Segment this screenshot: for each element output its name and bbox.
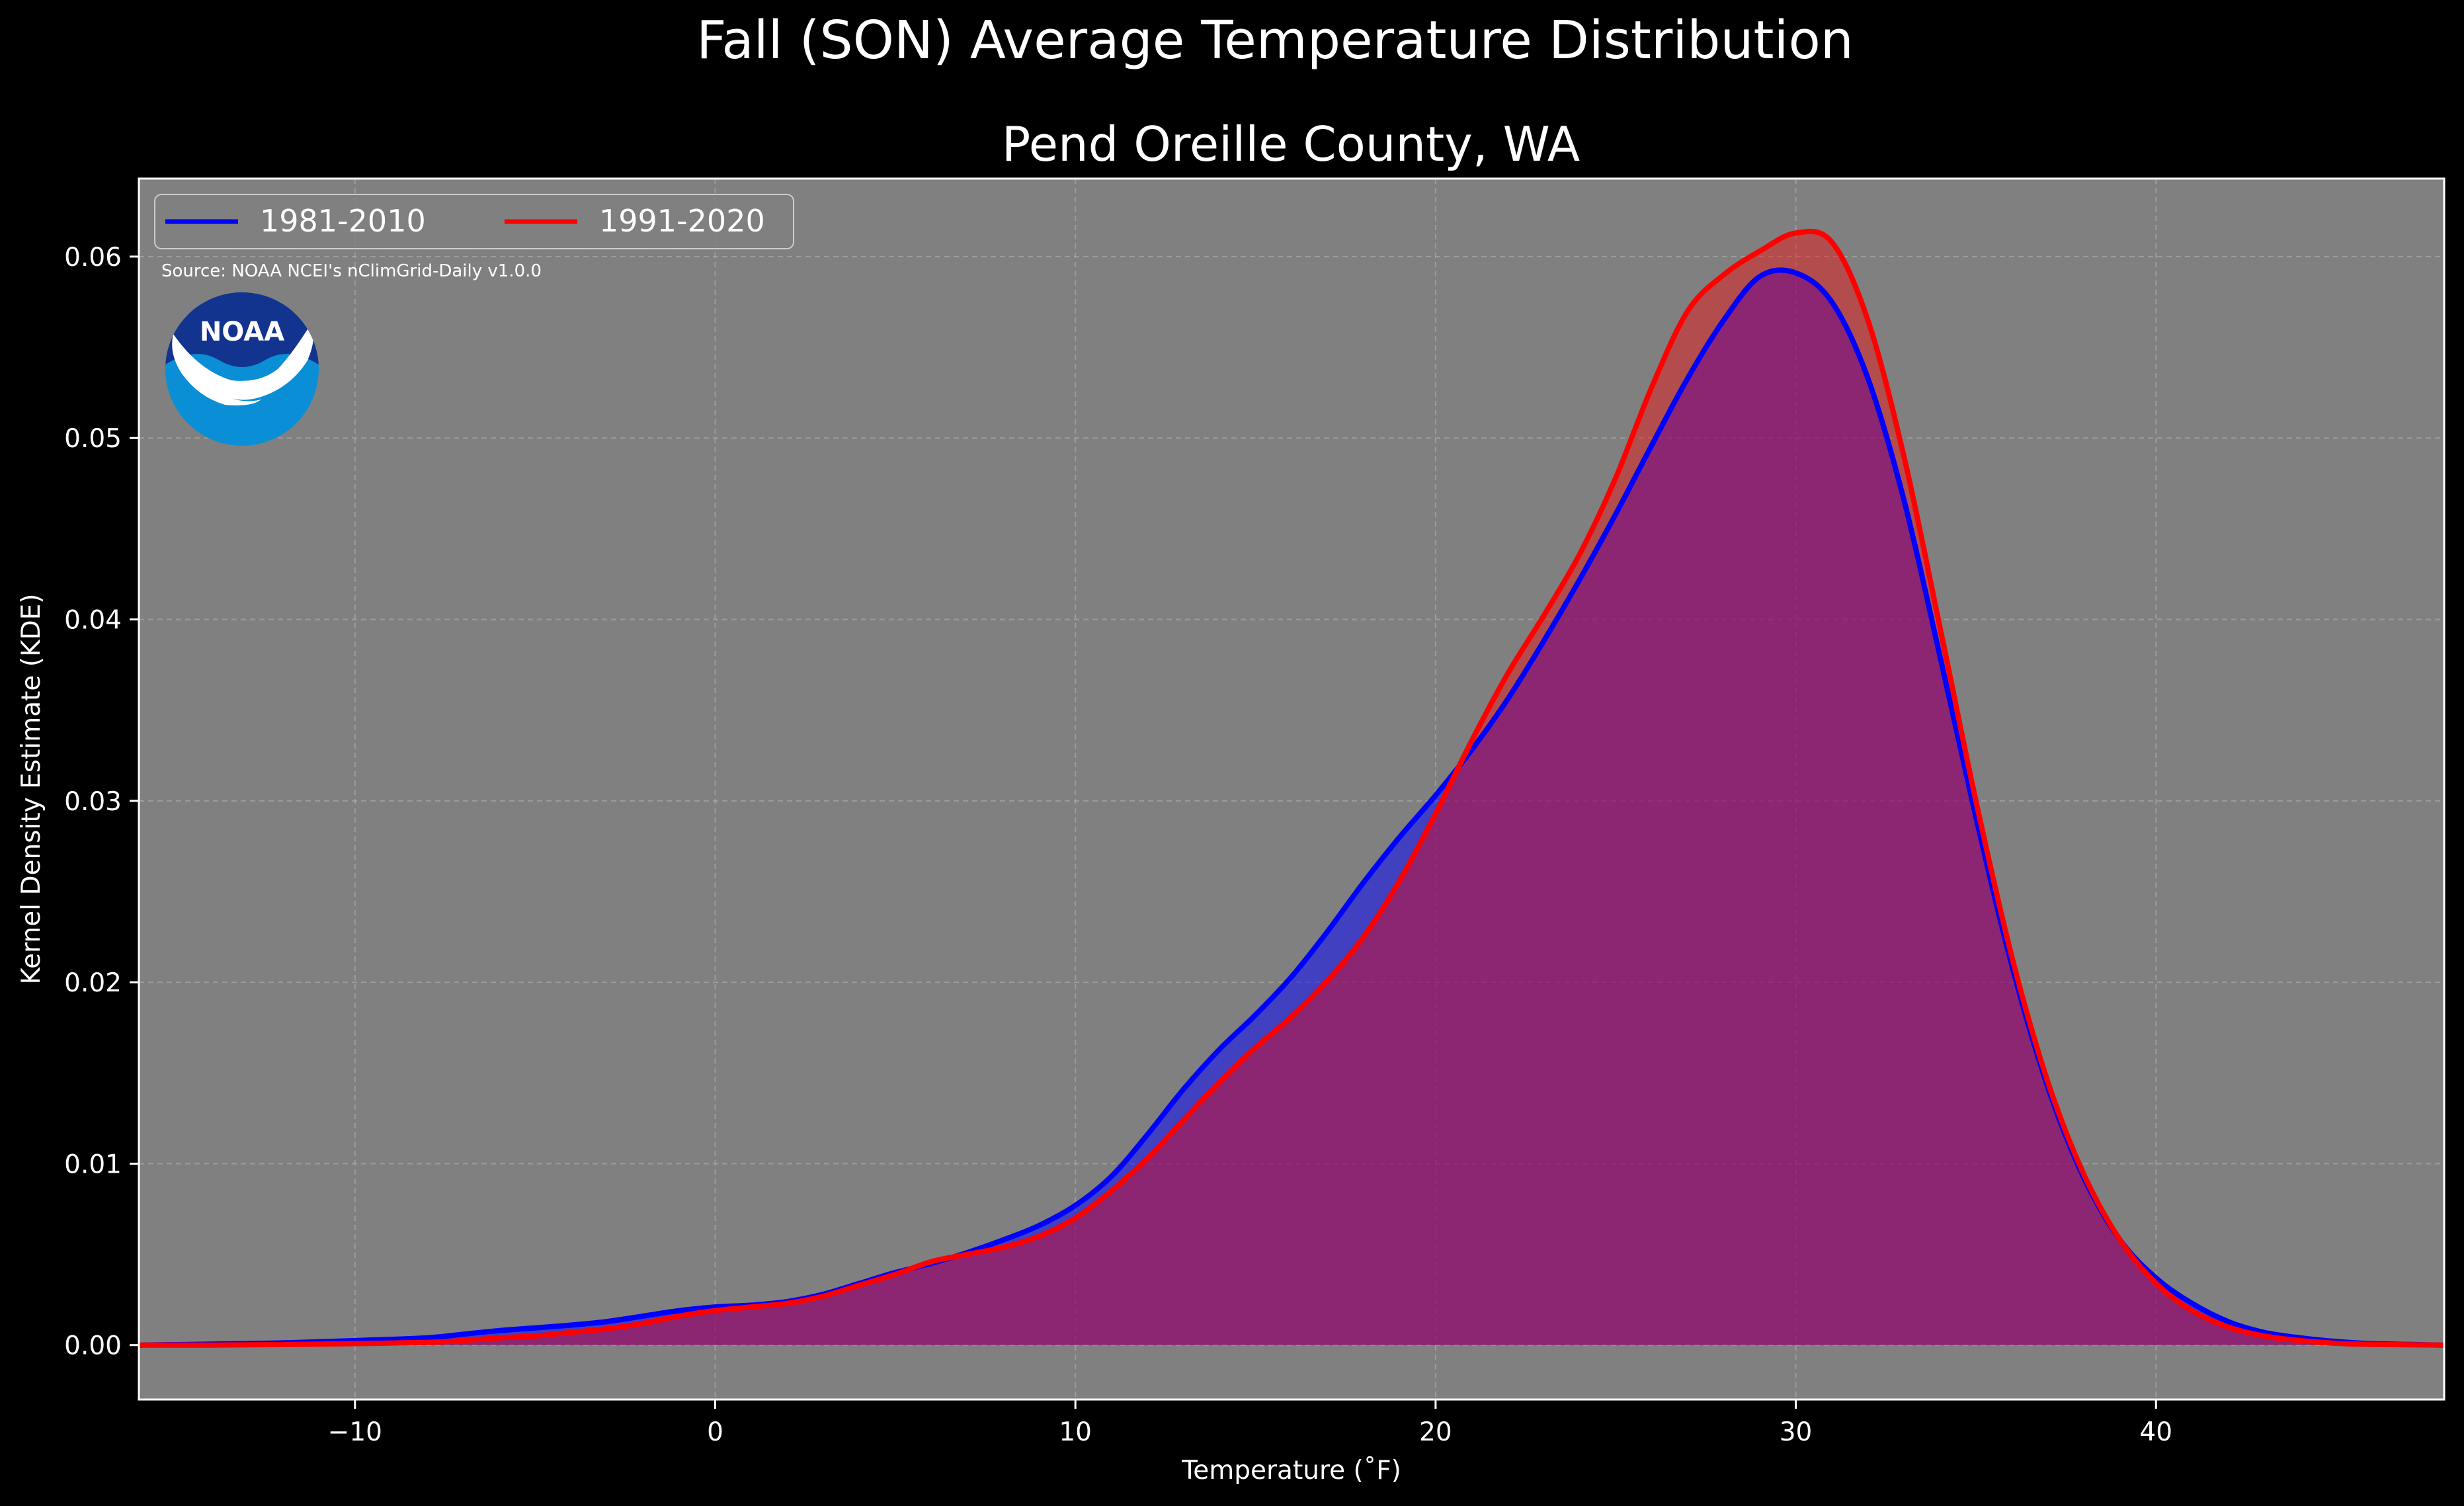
series-area-1991-2020 <box>139 231 2444 1345</box>
noaa-logo-text: NOAA <box>200 317 284 347</box>
y-tick-label: 0.06 <box>64 243 122 272</box>
x-axis-label: Temperature (˚F) <box>1181 1456 1401 1485</box>
y-tick-label: 0.00 <box>64 1331 122 1361</box>
plot-frame <box>138 177 2445 1401</box>
noaa-logo-icon: NOAA <box>165 292 319 446</box>
y-tick-label: 0.03 <box>64 787 122 817</box>
axis-ticks: −10 0 10 20 30 40 0.00 0.01 0.02 0.03 0.04 0.05 0.06 <box>64 243 2172 1447</box>
x-tick-label: 30 <box>1780 1417 1813 1447</box>
x-tick-label: 0 <box>707 1417 723 1447</box>
chart-subtitle: Pend Oreille County, WA <box>1002 116 1580 172</box>
legend: 1981-2010 1991-2020 <box>154 194 794 249</box>
legend-label-1981-2010: 1981-2010 <box>260 203 426 239</box>
chart-title: Fall (SON) Average Temperature Distribut… <box>696 10 1854 71</box>
y-tick-label: 0.01 <box>64 1150 122 1179</box>
x-tick-label: 10 <box>1059 1417 1092 1447</box>
legend-label-1991-2020: 1991-2020 <box>599 203 765 239</box>
x-tick-label: −10 <box>328 1417 382 1447</box>
y-tick-label: 0.04 <box>64 606 122 636</box>
source-note: Source: NOAA NCEI's nClimGrid-Daily v1.0… <box>161 261 542 281</box>
y-axis-label: Kernel Density Estimate (KDE) <box>17 594 46 985</box>
y-tick-label: 0.05 <box>64 424 122 454</box>
y-tick-label: 0.02 <box>64 968 122 998</box>
legend-box <box>154 194 794 249</box>
series-area-1981-2010 <box>139 270 2444 1345</box>
x-tick-label: 20 <box>1419 1417 1452 1447</box>
x-tick-label: 40 <box>2139 1417 2172 1447</box>
series-line-1991-2020 <box>138 228 2445 1348</box>
series-layer <box>138 228 2445 1348</box>
